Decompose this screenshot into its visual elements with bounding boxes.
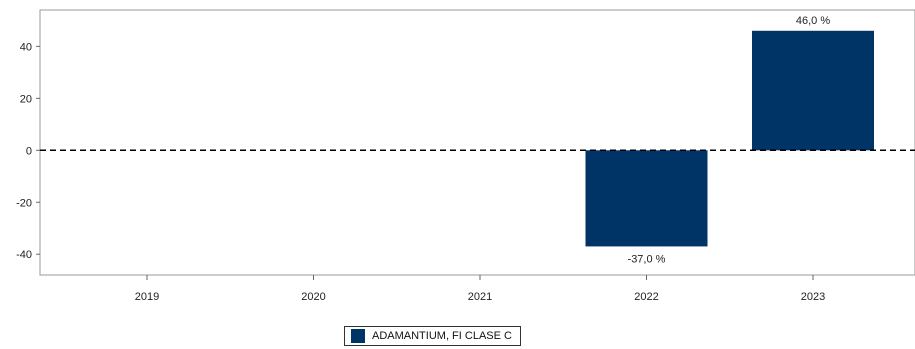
x-tick-label: 2023 [801,291,825,303]
bar-series [585,30,874,247]
legend: ADAMANTIUM, FI CLASE C [344,326,521,346]
bar [585,150,708,247]
x-tick-label: 2020 [301,291,325,303]
bar-value-label: -37,0 % [628,253,666,265]
x-tick-label: 2021 [468,291,492,303]
x-tick-label: 2022 [634,291,658,303]
y-tick-label: -40 [16,249,32,261]
x-tick-label: 2019 [135,291,159,303]
legend-swatch [351,329,365,343]
y-tick-label: 20 [20,93,32,105]
data-labels: -37,0 % 46,0 % [628,15,831,266]
y-tick-label: 40 [20,41,32,53]
y-axis: 40 20 0 -20 -40 [16,41,40,261]
y-tick-label: -20 [16,197,32,209]
bar-value-label: 46,0 % [796,15,830,27]
y-tick-label: 0 [26,145,32,157]
legend-label: ADAMANTIUM, FI CLASE C [372,330,512,342]
bar [752,30,874,151]
x-axis: 2019 2020 2021 2022 2023 [135,275,825,303]
